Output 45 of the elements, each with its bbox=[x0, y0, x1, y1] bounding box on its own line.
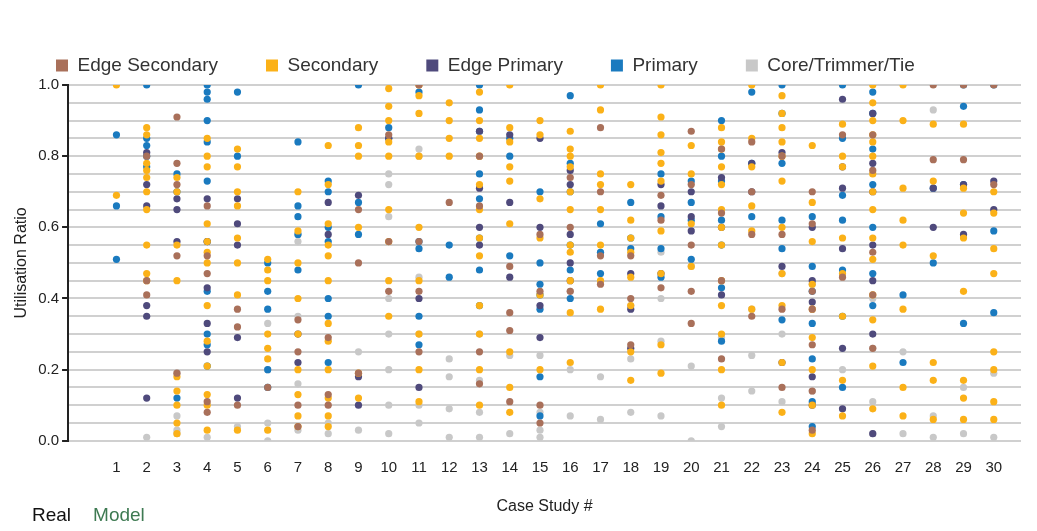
y-tick-label: 0.0 bbox=[38, 430, 60, 448]
x-tick-label: 15 bbox=[531, 457, 549, 475]
legend-label: Edge Secondary bbox=[77, 53, 219, 75]
x-tick-label: 24 bbox=[803, 457, 821, 475]
x-tick-label: 8 bbox=[324, 457, 333, 475]
legend-label: Core/Trimmer/Tie bbox=[767, 53, 915, 75]
x-tick-label: 30 bbox=[985, 457, 1003, 475]
x-tick-label: 17 bbox=[592, 457, 609, 475]
x-tick-label: 28 bbox=[924, 457, 942, 475]
x-tick-label: 11 bbox=[411, 457, 427, 475]
x-tick-label: 18 bbox=[622, 457, 640, 475]
x-tick-label: 13 bbox=[471, 457, 488, 475]
x-tick-label: 22 bbox=[743, 457, 761, 475]
y-tick-label: 0.6 bbox=[38, 217, 60, 235]
text: Real bbox=[32, 504, 72, 526]
y-tick-label: 1.0 bbox=[38, 75, 60, 93]
y-axis-title: Utilisation Ratio bbox=[12, 207, 30, 319]
x-tick-label: 29 bbox=[955, 457, 972, 475]
x-tick-label: 23 bbox=[773, 457, 791, 475]
x-tick-label: 10 bbox=[380, 457, 398, 475]
x-tick-label: 2 bbox=[142, 457, 151, 475]
legend-label: Secondary bbox=[287, 53, 379, 75]
y-tick-label: 0.4 bbox=[38, 288, 60, 306]
x-tick-label: 9 bbox=[354, 457, 363, 475]
x-tick-label: 27 bbox=[894, 457, 912, 475]
x-tick-label: 20 bbox=[682, 457, 700, 475]
x-tick-label: 12 bbox=[440, 457, 458, 475]
legend-label: Primary bbox=[632, 53, 699, 75]
x-tick-label: 4 bbox=[203, 457, 212, 475]
x-tick-label: 7 bbox=[293, 457, 303, 475]
legend-label: Edge Primary bbox=[447, 53, 564, 75]
x-tick-label: 25 bbox=[834, 457, 851, 475]
x-tick-label: 5 bbox=[233, 457, 242, 475]
x-tick-label: 19 bbox=[652, 457, 670, 475]
x-tick-label: 14 bbox=[501, 457, 519, 475]
x-axis-title: Case Study # bbox=[496, 496, 593, 514]
y-tick-label: 0.8 bbox=[38, 146, 60, 164]
x-tick-label: 1 bbox=[112, 457, 121, 475]
x-tick-label: 16 bbox=[561, 457, 579, 475]
x-tick-label: 21 bbox=[713, 457, 730, 475]
x-tick-label: 26 bbox=[864, 457, 882, 475]
x-tick-label: 3 bbox=[172, 457, 182, 475]
x-tick-label: 6 bbox=[263, 457, 272, 475]
y-tick-label: 0.2 bbox=[38, 359, 60, 377]
text: Model bbox=[93, 504, 145, 526]
